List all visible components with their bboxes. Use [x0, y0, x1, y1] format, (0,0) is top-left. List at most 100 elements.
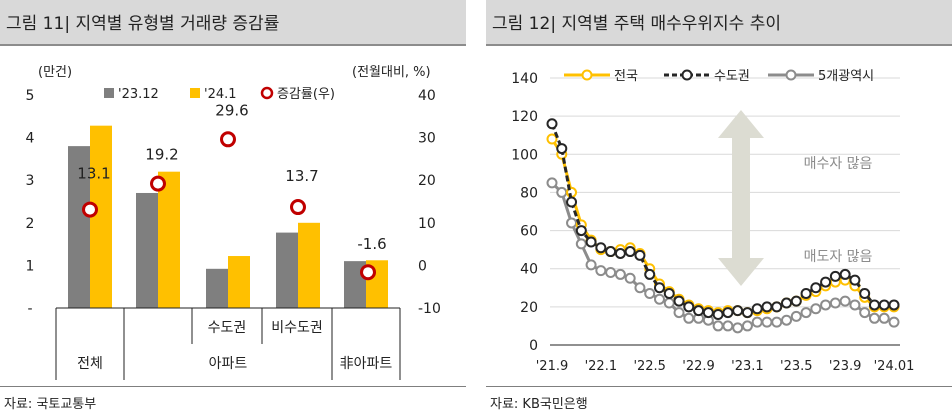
series-point: [673, 307, 685, 319]
series-point: [732, 322, 744, 334]
series-point: [859, 307, 871, 319]
left-y-tick-label: 2: [26, 216, 35, 232]
series-point: [810, 303, 822, 315]
series-point: [595, 242, 607, 254]
rate-label: 19.2: [145, 146, 178, 164]
legend-marker-rate: [260, 86, 274, 100]
rate-label: -1.6: [357, 235, 386, 253]
series-point: [663, 288, 675, 300]
series-point: [888, 299, 900, 311]
series-point: [712, 320, 724, 332]
series-point: [644, 288, 656, 300]
series-point: [585, 236, 597, 248]
rate-label: 13.7: [285, 167, 318, 185]
series-point: [614, 247, 626, 259]
left-unit-label: (만건): [38, 65, 72, 80]
series-point: [859, 288, 871, 300]
series-point: [683, 312, 695, 324]
series-point: [878, 299, 890, 311]
legend-label-dec: '23.12: [118, 87, 159, 102]
series-point: [556, 186, 568, 198]
x-tick-label: '23.1: [731, 359, 764, 374]
bar-jan: [228, 256, 250, 308]
bar-dec: [276, 232, 298, 308]
series-point: [790, 295, 802, 307]
y-tick-label: 140: [511, 71, 538, 87]
legend-swatch-dec: [104, 88, 114, 98]
series-point: [722, 307, 734, 319]
left-title-bar: 그림 11| 지역별 유형별 거래량 증감률: [0, 0, 466, 44]
y-tick-label: 40: [520, 262, 538, 278]
category-label: 전체: [77, 356, 103, 372]
series-point: [546, 133, 558, 145]
series-point: [624, 272, 636, 284]
series-point: [575, 238, 587, 250]
right-panel: 그림 12| 지역별 주택 매수우위지수 추이 140 120 100 80 60 40 2…: [486, 0, 952, 417]
left-y-tick-label: -: [27, 301, 32, 317]
left-y-tick-label: 1: [26, 258, 35, 274]
left-panel: 그림 11| 지역별 유형별 거래량 증감률 (만건) (전월대비, %) 5 4…: [0, 0, 466, 417]
series-point: [751, 303, 763, 315]
right-bottom-rule: [486, 386, 952, 387]
left-chart: (만건) (전월대비, %) 5 4 3 2 1 - 40 30 20 10 0 -10 '23.1…: [26, 65, 441, 380]
category-label: 아파트: [209, 356, 248, 372]
series-point: [653, 293, 665, 305]
y-tick-label: 100: [511, 147, 538, 163]
series-point: [820, 276, 832, 288]
x-tick-label: '22.1: [585, 359, 618, 374]
series-point: [634, 249, 646, 261]
right-y-tick-label: 0: [418, 258, 427, 274]
rate-marker: [290, 199, 306, 216]
left-bottom-rule: [0, 386, 466, 387]
series-point: [771, 301, 783, 313]
category-label: 비수도권: [271, 320, 323, 336]
legend-swatch-jan: [190, 88, 200, 98]
series-point: [800, 307, 812, 319]
series-point: [868, 299, 880, 311]
series-point: [585, 259, 597, 271]
right-unit-label: (전월대비, %): [352, 65, 431, 80]
series-point: [761, 316, 773, 328]
x-tick-label: '24.01: [874, 359, 915, 374]
series-point: [781, 314, 793, 326]
bar-dec: [206, 268, 228, 308]
bar-dec: [68, 146, 90, 308]
series-point: [575, 225, 587, 237]
bar-dec: [136, 192, 158, 308]
series-point: [839, 295, 851, 307]
right-y-tick-label: 40: [418, 88, 436, 104]
right-title-rule: [486, 44, 952, 46]
y-tick-label: 60: [520, 224, 538, 240]
series-point: [849, 274, 861, 286]
left-y-tick-label: 4: [26, 131, 35, 147]
series-point: [644, 268, 656, 280]
series-point: [663, 297, 675, 309]
series-point: [566, 217, 578, 229]
y-tick-label: 120: [511, 109, 538, 125]
series-point: [751, 316, 763, 328]
legend-label-jan: '24.1: [204, 87, 237, 102]
annotation-sellers: 매도자 많음: [804, 249, 873, 265]
x-tick-label: '22.5: [633, 359, 666, 374]
rate-marker: [360, 264, 376, 281]
bar-jan: [158, 171, 180, 308]
series-point: [605, 267, 617, 279]
series-point: [741, 307, 753, 319]
right-y-tick-label: -10: [418, 301, 441, 317]
series-line: [550, 123, 894, 317]
series-point: [653, 282, 665, 294]
y-tick-label: 80: [520, 185, 538, 201]
series-point: [800, 288, 812, 300]
series-point: [595, 265, 607, 277]
right-source: 자료: KB국민은행: [490, 397, 588, 412]
rate-marker: [82, 201, 98, 218]
category-label: 非아파트: [340, 356, 393, 372]
right-chart: 140 120 100 80 60 40 20 0 '21.9 '22.1 '22.5 '22.9 '…: [511, 69, 915, 374]
series-point: [761, 301, 773, 313]
series-point: [683, 301, 695, 313]
legend-item-nation: 전국: [564, 69, 638, 84]
series-point: [829, 297, 841, 309]
y-tick-label: 20: [520, 300, 538, 316]
series-point: [849, 299, 861, 311]
series-point: [790, 310, 802, 322]
